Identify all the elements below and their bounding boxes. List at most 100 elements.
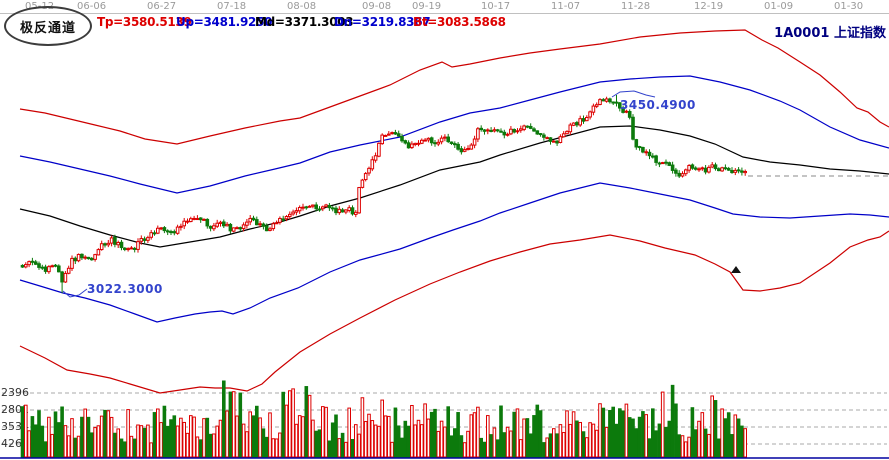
candle-body	[86, 256, 91, 260]
candle-body	[670, 164, 675, 171]
candle-body	[509, 128, 513, 135]
volume-bar	[436, 430, 441, 458]
volume-bar	[258, 417, 262, 458]
candle-body	[360, 179, 365, 188]
candle-body	[449, 141, 454, 145]
volume-bar	[66, 435, 71, 458]
volume-bar	[571, 411, 576, 458]
volume-bar	[76, 435, 81, 458]
candle-body	[525, 125, 530, 128]
candle-body	[730, 169, 734, 174]
volume-bar	[723, 418, 728, 458]
volume-bar	[390, 441, 394, 458]
candle-body	[139, 238, 144, 242]
candle-body	[410, 143, 414, 149]
volume-bar	[631, 418, 635, 458]
volume-bar	[621, 410, 625, 458]
candle-body	[594, 104, 599, 107]
x-axis-date-label: 11-28	[621, 1, 651, 12]
volume-bar	[647, 438, 652, 458]
candle-body	[103, 243, 107, 246]
volume-bar	[347, 407, 351, 458]
volume-bar	[717, 438, 721, 458]
volume-bar	[274, 438, 279, 458]
volume-bar	[373, 424, 378, 458]
volume-bar	[515, 408, 520, 458]
volume-bar	[736, 418, 741, 458]
candle-body	[604, 98, 609, 102]
candle-body	[439, 137, 444, 143]
low-annotation-pointer	[62, 288, 88, 298]
volume-bar	[743, 428, 748, 458]
candle-body	[443, 136, 447, 139]
candle-body	[248, 217, 252, 223]
candle-body	[575, 122, 579, 126]
candle-body	[192, 217, 196, 220]
candle-body	[462, 149, 467, 152]
candle-body	[50, 265, 55, 268]
candle-body	[47, 266, 51, 273]
volume-bar	[680, 435, 685, 458]
candle-body	[30, 260, 35, 263]
channel-line-Up	[19, 75, 889, 194]
candle-body	[377, 142, 381, 157]
candle-body	[733, 169, 738, 173]
volume-bar	[400, 437, 404, 458]
volume-bar	[476, 406, 480, 458]
volume-bar	[222, 380, 226, 458]
candle-body	[713, 164, 718, 170]
candle-body	[258, 223, 262, 226]
candle-body	[96, 249, 101, 256]
x-axis-date-label: 01-09	[764, 1, 794, 12]
candle-body	[202, 218, 206, 221]
candle-body	[565, 130, 569, 135]
candle-body	[205, 218, 210, 227]
candle-body	[179, 225, 183, 228]
volume-bar	[674, 403, 678, 458]
candle-body	[413, 142, 417, 146]
volume-bar	[142, 427, 147, 458]
x-axis-date-label: 07-18	[217, 1, 247, 12]
candle-body	[185, 220, 190, 223]
volume-bar	[106, 410, 111, 458]
candle-body	[647, 151, 652, 157]
volume-bar	[697, 420, 701, 458]
volume-bar	[340, 432, 345, 458]
volume-bar	[502, 432, 507, 458]
volume-bar	[301, 416, 305, 458]
candle-body	[33, 261, 38, 265]
candle-body	[466, 148, 470, 151]
volume-bar	[109, 416, 114, 458]
x-axis-date-label: 08-08	[287, 1, 317, 12]
candle-body	[228, 223, 233, 232]
volume-bar	[47, 416, 51, 458]
volume-bar	[70, 418, 74, 458]
candle-body	[608, 98, 612, 103]
candle-body	[542, 134, 546, 138]
candle-body	[674, 169, 678, 174]
candle-body	[492, 129, 497, 132]
volume-bar	[693, 429, 698, 458]
volume-bar	[93, 427, 97, 458]
candle-body	[20, 264, 25, 268]
volume-bar	[119, 438, 124, 458]
volume-bar	[146, 424, 150, 458]
candle-body	[113, 236, 117, 245]
volume-bar	[152, 412, 157, 458]
candle-body	[396, 133, 401, 137]
volume-bar	[281, 391, 285, 458]
volume-bar	[251, 415, 256, 458]
volume-bar	[136, 424, 140, 458]
volume-bar	[713, 400, 718, 458]
channel-indicator-badge[interactable]: 极反通道	[4, 6, 92, 46]
volume-bar	[139, 425, 144, 458]
symbol-title[interactable]: 1A0001 上证指数	[774, 22, 886, 41]
symbol-code: 1A0001	[774, 26, 830, 41]
volume-bar	[561, 432, 566, 458]
volume-bar	[486, 415, 490, 458]
low-price-annotation: 3022.3000	[87, 282, 163, 296]
x-axis-date-label: 10-17	[481, 1, 511, 12]
volume-bar	[324, 406, 328, 458]
candle-body	[317, 208, 322, 211]
